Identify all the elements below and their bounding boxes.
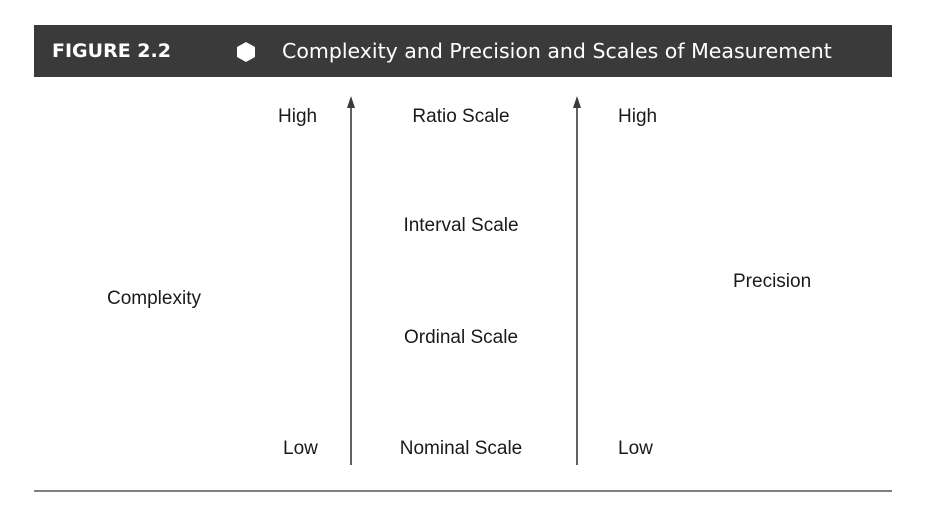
scale-interval: Interval Scale	[403, 215, 519, 236]
scale-nominal: Nominal Scale	[399, 438, 523, 459]
figure-title: Complexity and Precision and Scales of M…	[282, 39, 832, 63]
precision-arrowhead	[573, 96, 581, 108]
complexity-label: Complexity	[107, 288, 201, 309]
precision-high-label: High	[618, 106, 658, 127]
hexagon-icon	[237, 42, 255, 62]
precision-low-label: Low	[618, 438, 653, 459]
scale-ratio: Ratio Scale	[412, 106, 510, 127]
figure-header: FIGURE 2.2 Complexity and Precision and …	[34, 25, 892, 77]
scale-ordinal: Ordinal Scale	[403, 327, 519, 348]
complexity-high-label: High	[278, 106, 318, 127]
complexity-low-label: Low	[283, 438, 318, 459]
precision-label: Precision	[733, 271, 812, 292]
complexity-arrowhead	[347, 96, 355, 108]
figure-number: FIGURE 2.2	[52, 40, 171, 62]
